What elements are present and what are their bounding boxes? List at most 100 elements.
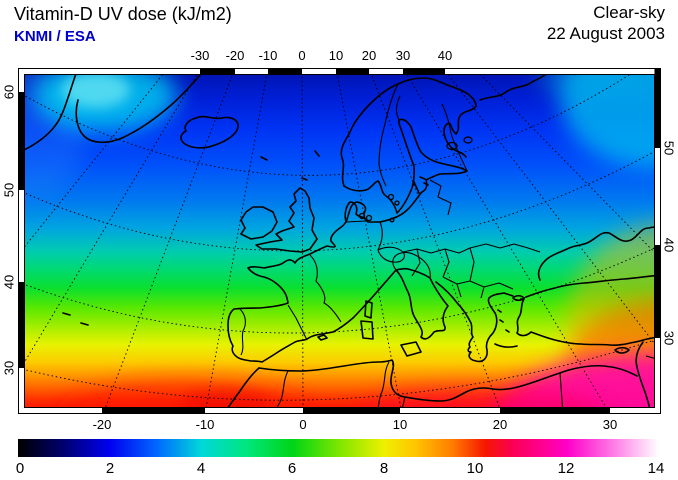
lake-vanern xyxy=(387,193,395,201)
left-tick: 50 xyxy=(1,182,17,198)
top-tick: 30 xyxy=(395,48,411,63)
greenland-bright-core xyxy=(62,74,130,108)
crete xyxy=(494,343,518,348)
bottom-tick: -20 xyxy=(92,417,112,432)
top-tick: 40 xyxy=(437,48,453,63)
russia-arctic-coast xyxy=(479,74,580,101)
lake-ladoga xyxy=(446,141,458,151)
top-tick: -20 xyxy=(225,48,245,63)
colorbar-tick: 14 xyxy=(647,460,665,477)
meridian-30e xyxy=(406,74,607,408)
border-norway-sweden xyxy=(378,83,399,187)
lakes-small-islands xyxy=(358,136,473,223)
sea-of-marmara xyxy=(512,294,525,302)
bottom-tick: 0 xyxy=(299,417,307,432)
border-balkans xyxy=(411,247,514,299)
meridian-20w xyxy=(104,74,234,408)
border-italy-alps xyxy=(392,251,431,279)
meridian-0 xyxy=(301,74,304,408)
bottom-tick: 30 xyxy=(602,417,618,432)
sardinia xyxy=(360,320,374,340)
north-africa-coast xyxy=(258,359,638,402)
meridian-50e xyxy=(479,74,655,254)
left-tick: 30 xyxy=(1,360,17,376)
bornholm xyxy=(389,217,395,223)
faroe-shetland-orkney xyxy=(260,150,320,181)
border-algeria-tunisia xyxy=(377,361,390,408)
danish-island-1 xyxy=(358,212,366,220)
top-tick: 0 xyxy=(298,48,306,63)
border-sweden-finland xyxy=(395,95,401,121)
border-baltic-states xyxy=(429,179,452,216)
greenland-southwest-coast xyxy=(24,74,77,151)
jutland xyxy=(344,201,367,223)
colorbar-tick: 8 xyxy=(379,460,389,477)
condition-label: Clear-sky xyxy=(593,3,665,22)
colorbar-tick: 12 xyxy=(557,460,575,477)
balkans-greece-coast xyxy=(435,281,514,363)
bottom-tick: 10 xyxy=(392,417,408,432)
meridian-10w xyxy=(205,74,268,408)
gotland xyxy=(413,181,420,194)
levant-coast xyxy=(635,341,651,408)
corsica xyxy=(364,300,373,319)
date-label: 22 August 2003 xyxy=(546,24,665,43)
meridian-10e xyxy=(336,74,402,408)
border-portugal-spain xyxy=(239,308,246,356)
top-tick: 10 xyxy=(328,48,344,63)
border-denmark-germany xyxy=(345,220,367,223)
top-tick: -10 xyxy=(258,48,278,63)
balearic-islands xyxy=(317,334,328,341)
left-tick: 60 xyxy=(1,84,17,100)
great-britain xyxy=(255,187,318,253)
colorbar-tick: 0 xyxy=(15,460,25,477)
north-cyan-band xyxy=(536,74,655,102)
colorbar-tick: 4 xyxy=(196,460,206,477)
right-tick: 40 xyxy=(661,237,677,253)
turkey-west-south-coast xyxy=(516,298,655,346)
meridian-20e xyxy=(371,74,500,408)
black-sea-south-coast xyxy=(525,274,655,298)
bottom-tick: -10 xyxy=(195,417,215,432)
country-borders xyxy=(239,83,655,408)
lake-onega xyxy=(463,136,473,144)
colorbar-tick: 2 xyxy=(105,460,115,477)
map-frame xyxy=(18,68,661,414)
colorbar-tick: 6 xyxy=(287,460,297,477)
morocco-atlantic-coast xyxy=(227,367,260,408)
bottom-tick: 20 xyxy=(492,417,508,432)
norway-kola-whitesea-coast xyxy=(340,77,477,187)
uv-dose-field xyxy=(24,74,655,408)
morocco-red-spot xyxy=(180,390,270,408)
left-tick: 40 xyxy=(1,274,17,290)
danish-island-2 xyxy=(365,214,373,222)
source-label: KNMI / ESA xyxy=(14,28,96,45)
aegean-islands xyxy=(497,309,510,333)
page-title: Vitamin-D UV dose (kJ/m2) xyxy=(14,4,232,24)
south-crimson-band xyxy=(362,386,598,408)
colorbar xyxy=(18,439,659,457)
baltic-northsea-atlantic-coast xyxy=(227,118,468,363)
top-tick: 20 xyxy=(361,48,377,63)
cyprus xyxy=(614,346,630,354)
meridian-40w xyxy=(24,74,164,248)
ireland xyxy=(240,206,278,240)
border-germany-poland xyxy=(377,221,383,251)
azores xyxy=(62,312,89,326)
right-tick: 30 xyxy=(661,330,677,346)
estonian-islands xyxy=(419,176,429,186)
right-tick: 50 xyxy=(661,140,677,156)
sicily xyxy=(400,341,422,357)
border-spain-france xyxy=(287,304,308,341)
top-tick: -30 xyxy=(190,48,210,63)
border-france-east xyxy=(309,254,342,323)
coastlines xyxy=(24,74,655,408)
frame-degree-bands xyxy=(18,68,661,414)
colorbar-tick: 10 xyxy=(466,460,484,477)
black-sea-west-coast-crimea xyxy=(537,226,655,281)
parallel-50n xyxy=(24,150,655,252)
border-finland-russia xyxy=(441,103,468,172)
iceland xyxy=(180,115,239,149)
